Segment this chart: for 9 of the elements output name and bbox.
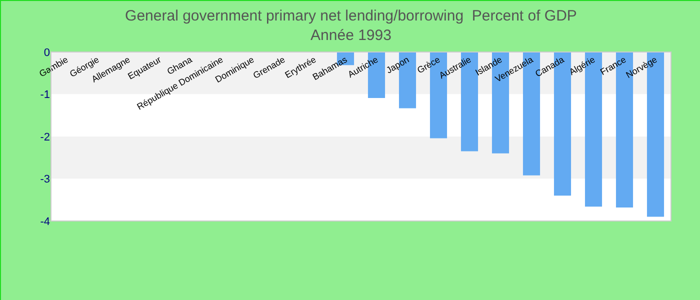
y-tick-label: -1 [40,89,50,102]
x-tick-label: Grèce [416,54,442,76]
y-tick-label: -2 [40,131,50,144]
y-tick-label: -4 [40,216,50,228]
y-tick-label: -3 [40,174,50,186]
y-tick-label: 0 [44,46,50,59]
x-tick-label: Japon [384,54,411,76]
chart-subtitle: Année 1993 [310,27,392,44]
chart-title: General government primary net lending/borrowing Percent of GDP [125,8,577,24]
